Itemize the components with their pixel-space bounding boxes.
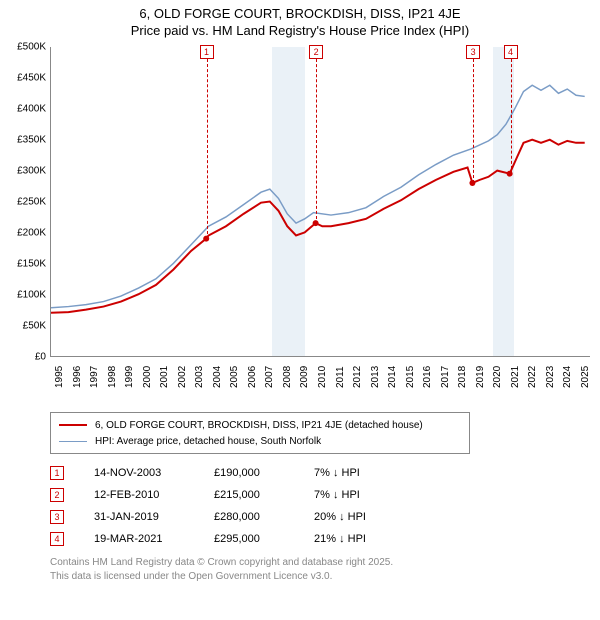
x-tick-label: 2023 xyxy=(545,366,556,388)
y-tick-label: £400K xyxy=(17,104,46,115)
sale-marker-line xyxy=(207,59,208,239)
footer-attribution: Contains HM Land Registry data © Crown c… xyxy=(50,556,600,583)
y-axis-labels: £0£50K£100K£150K£200K£250K£300K£350K£400… xyxy=(0,47,48,357)
x-tick-label: 2002 xyxy=(177,366,188,388)
x-tick-label: 2005 xyxy=(229,366,240,388)
event-date: 12-FEB-2010 xyxy=(94,489,214,501)
title-line-1: 6, OLD FORGE COURT, BROCKDISH, DISS, IP2… xyxy=(10,6,590,21)
x-tick-label: 2024 xyxy=(562,366,573,388)
x-tick-label: 2012 xyxy=(352,366,363,388)
x-tick-label: 2017 xyxy=(440,366,451,388)
x-tick-label: 2011 xyxy=(335,366,346,388)
x-tick-label: 2025 xyxy=(580,366,591,388)
event-date: 19-MAR-2021 xyxy=(94,533,214,545)
x-tick-label: 2008 xyxy=(282,366,293,388)
sale-marker-box: 1 xyxy=(200,45,214,59)
legend-label: HPI: Average price, detached house, Sout… xyxy=(95,436,321,447)
x-tick-label: 2010 xyxy=(317,366,328,388)
title-line-2: Price paid vs. HM Land Registry's House … xyxy=(10,23,590,38)
event-delta: 7% ↓ HPI xyxy=(314,489,434,501)
sale-marker-line xyxy=(316,59,317,224)
y-tick-label: £100K xyxy=(17,290,46,301)
x-tick-label: 2013 xyxy=(370,366,381,388)
chart-title-block: 6, OLD FORGE COURT, BROCKDISH, DISS, IP2… xyxy=(0,0,600,42)
x-tick-label: 2019 xyxy=(475,366,486,388)
sale-marker-line xyxy=(473,59,474,183)
line-series-svg xyxy=(51,47,590,356)
x-tick-label: 2004 xyxy=(212,366,223,388)
legend-swatch xyxy=(59,441,87,442)
events-table: 1 14-NOV-2003£190,0007% ↓ HPI 2 12-FEB-2010… xyxy=(50,462,600,550)
x-tick-label: 1997 xyxy=(89,366,100,388)
event-date: 14-NOV-2003 xyxy=(94,467,214,479)
legend-row: HPI: Average price, detached house, Sout… xyxy=(59,433,461,449)
x-tick-label: 1996 xyxy=(72,366,83,388)
x-tick-label: 1999 xyxy=(124,366,135,388)
y-tick-label: £450K xyxy=(17,73,46,84)
x-tick-label: 2000 xyxy=(142,366,153,388)
sale-marker-box: 4 xyxy=(504,45,518,59)
event-price: £295,000 xyxy=(214,533,314,545)
sale-marker-line xyxy=(511,59,512,174)
x-tick-label: 1998 xyxy=(107,366,118,388)
footer-line-1: Contains HM Land Registry data © Crown c… xyxy=(50,556,600,570)
y-tick-label: £150K xyxy=(17,259,46,270)
x-tick-label: 2018 xyxy=(457,366,468,388)
event-price: £280,000 xyxy=(214,511,314,523)
legend-box: 6, OLD FORGE COURT, BROCKDISH, DISS, IP2… xyxy=(50,412,470,454)
event-price: £215,000 xyxy=(214,489,314,501)
y-tick-label: £250K xyxy=(17,197,46,208)
event-delta: 20% ↓ HPI xyxy=(314,511,434,523)
x-tick-label: 2007 xyxy=(264,366,275,388)
event-marker-box: 2 xyxy=(50,488,64,502)
series-hpi xyxy=(51,85,585,307)
x-tick-label: 2016 xyxy=(422,366,433,388)
event-row: 4 19-MAR-2021£295,00021% ↓ HPI xyxy=(50,528,600,550)
sale-marker-box: 2 xyxy=(309,45,323,59)
sale-marker-box: 3 xyxy=(466,45,480,59)
y-tick-label: £200K xyxy=(17,228,46,239)
event-marker-box: 1 xyxy=(50,466,64,480)
event-date: 31-JAN-2019 xyxy=(94,511,214,523)
x-tick-label: 2015 xyxy=(405,366,416,388)
x-tick-label: 2014 xyxy=(387,366,398,388)
series-price_paid xyxy=(51,140,585,313)
plot-area: 1 2 3 4 xyxy=(50,47,590,357)
legend-row: 6, OLD FORGE COURT, BROCKDISH, DISS, IP2… xyxy=(59,417,461,433)
event-price: £190,000 xyxy=(214,467,314,479)
event-delta: 21% ↓ HPI xyxy=(314,533,434,545)
legend-swatch xyxy=(59,424,87,426)
legend-label: 6, OLD FORGE COURT, BROCKDISH, DISS, IP2… xyxy=(95,420,423,431)
y-tick-label: £50K xyxy=(23,321,46,332)
x-tick-label: 2006 xyxy=(247,366,258,388)
event-marker-box: 4 xyxy=(50,532,64,546)
event-row: 3 31-JAN-2019£280,00020% ↓ HPI xyxy=(50,506,600,528)
event-row: 1 14-NOV-2003£190,0007% ↓ HPI xyxy=(50,462,600,484)
event-row: 2 12-FEB-2010£215,0007% ↓ HPI xyxy=(50,484,600,506)
x-tick-label: 2003 xyxy=(194,366,205,388)
y-tick-label: £300K xyxy=(17,166,46,177)
footer-line-2: This data is licensed under the Open Gov… xyxy=(50,570,600,584)
x-tick-label: 2001 xyxy=(159,366,170,388)
x-tick-label: 2009 xyxy=(299,366,310,388)
y-tick-label: £0 xyxy=(35,352,46,363)
x-tick-label: 2022 xyxy=(527,366,538,388)
y-tick-label: £500K xyxy=(17,42,46,53)
x-tick-label: 2020 xyxy=(492,366,503,388)
chart-area: £0£50K£100K£150K£200K£250K£300K£350K£400… xyxy=(40,42,600,402)
event-marker-box: 3 xyxy=(50,510,64,524)
x-tick-label: 1995 xyxy=(54,366,65,388)
x-tick-label: 2021 xyxy=(510,366,521,388)
x-axis-labels: 1995 1996 1997 1998 1999 2000 2001 2002 2003 2004… xyxy=(50,360,590,400)
event-delta: 7% ↓ HPI xyxy=(314,467,434,479)
y-tick-label: £350K xyxy=(17,135,46,146)
